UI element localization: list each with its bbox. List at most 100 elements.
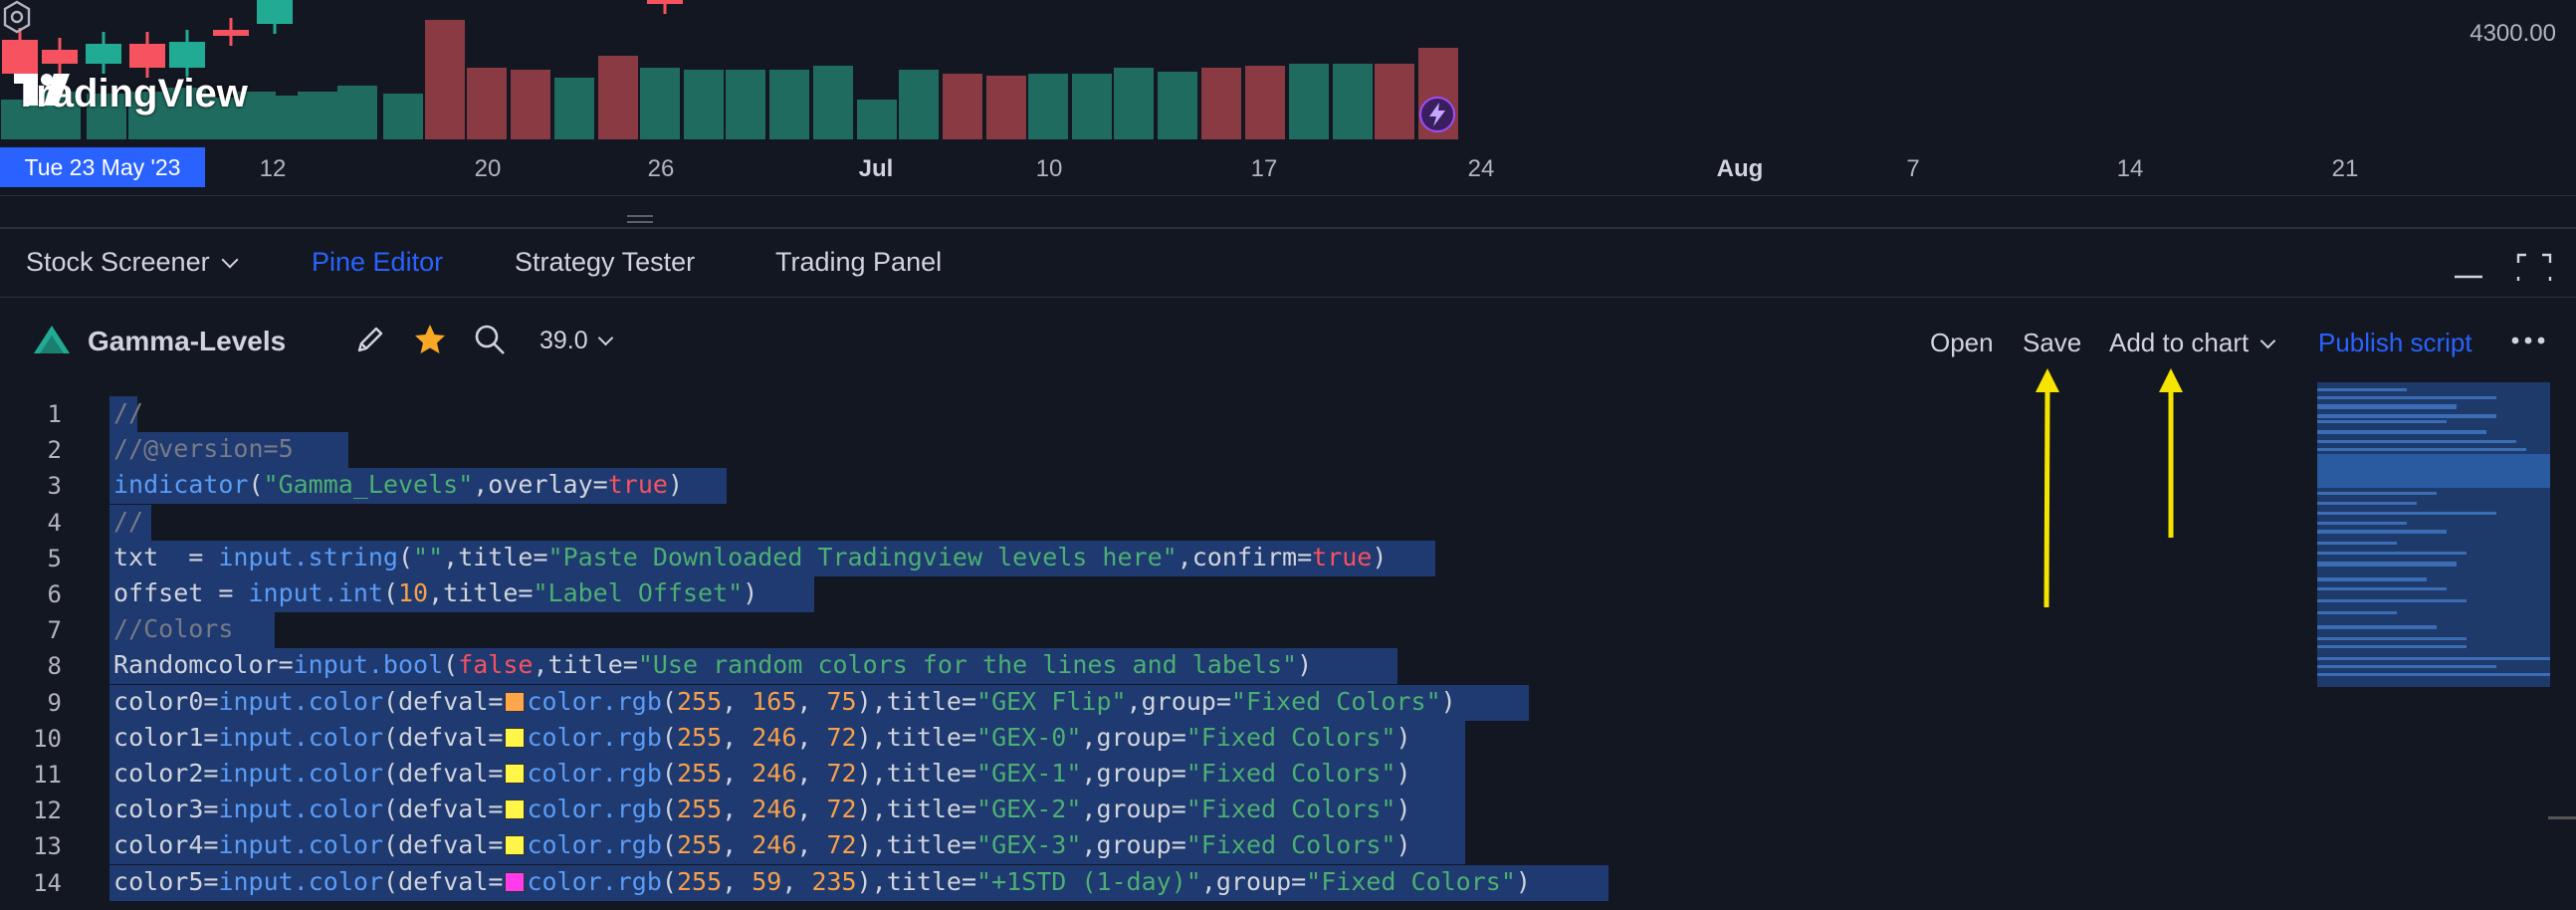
minimap-line [2317,388,2407,391]
open-button[interactable]: Open [1930,328,1994,357]
selection-highlight [109,396,137,432]
script-name[interactable]: Gamma-Levels [88,326,287,356]
pine-editor-toolbar: Gamma-Levels 39.0 Open Save Add to chart… [0,297,2576,384]
time-tick-label: 26 [647,155,675,182]
code-line[interactable]: Randomcolor=input.bool(false,title="Use … [113,650,1313,680]
candles-volume-canvas[interactable] [0,0,2576,149]
selection-highlight [109,540,1435,576]
volume-bar [511,70,550,139]
line-number: 12 [33,796,62,825]
search-icon[interactable] [472,322,508,357]
more-options-icon[interactable] [2510,336,2546,345]
save-button[interactable]: Save [2023,328,2082,357]
star-icon[interactable] [412,322,448,357]
time-tick-label: 24 [1467,155,1495,182]
volume-bar [1375,64,1414,139]
time-tick-label: 21 [2331,155,2359,182]
volume-bar [1289,64,1329,139]
minimap[interactable] [2317,382,2550,687]
tab-strategy-tester[interactable]: Strategy Tester [515,247,695,278]
selection-highlight [109,684,1529,721]
tab-label: Strategy Tester [515,247,696,277]
volume-bar [467,68,507,139]
code-line[interactable]: //Colors [113,614,234,644]
minimap-line [2317,611,2397,614]
resize-handle-icon[interactable] [625,209,655,223]
minimize-icon[interactable] [2449,251,2488,281]
color-swatch-icon[interactable] [505,691,526,712]
selection-highlight [109,648,1397,685]
time-tick-label: 14 [2116,155,2144,182]
version-dropdown[interactable]: 39.0 [539,327,613,355]
add-to-chart-button[interactable]: Add to chart [2109,328,2276,358]
volume-bar [640,68,680,139]
volume-bar [986,76,1026,139]
publish-script-button[interactable]: Publish script [2318,328,2472,357]
minimap-line [2317,657,2550,660]
code-line[interactable]: offset = input.int(10,title="Label Offse… [113,578,758,607]
code-line[interactable]: txt = input.string("",title="Paste Downl… [113,542,1388,571]
minimap-line [2317,599,2467,602]
line-number: 1 [47,400,62,428]
tab-pine-editor[interactable]: Pine Editor [312,247,443,278]
minimap-line [2317,552,2467,555]
color-swatch-icon[interactable] [505,764,526,784]
code-line[interactable]: color5=input.color(defval= color.rgb(255,… [113,866,1531,896]
color-swatch-icon[interactable] [505,799,526,820]
chevron-down-icon [597,330,613,346]
volume-bar [262,96,302,139]
chart-pane[interactable]: 4300.00 TradingView 12 20 26 Jul 10 17 24 Aug 7 1… [0,0,2576,199]
code-line[interactable]: // [113,506,144,536]
time-tick-label: 12 [259,155,287,182]
minimap-line [2317,625,2437,629]
maximize-icon[interactable] [2514,251,2554,281]
tab-stock-screener[interactable]: Stock Screener [26,247,239,278]
minimap-line [2317,396,2496,399]
code-line[interactable]: //@version=5 [113,434,294,464]
volume-bar [128,92,168,139]
selection-highlight [109,612,275,649]
line-number: 14 [33,868,62,897]
code-line[interactable]: // [113,398,144,427]
volume-bar [337,86,377,139]
bottom-panel-tabs: Stock Screener Pine Editor Strategy Test… [0,227,2576,299]
minimap-line [2317,420,2447,423]
minimap-line [2317,645,2467,648]
tab-trading-panel[interactable]: Trading Panel [775,247,942,278]
pencil-icon[interactable] [352,322,388,357]
code-line[interactable]: color4=input.color(defval= color.rgb(255,… [113,830,1411,860]
code-editor[interactable]: 1 2 3 4 5 6 7 8 9 10 11 12 13 14 ////@version=5 indica… [0,382,2576,910]
pane-separator [0,195,2576,196]
volume-bar [1028,74,1068,139]
minimap-line [2317,522,2407,525]
line-number: 10 [33,724,62,753]
minimap-line [2317,430,2486,434]
gear-icon[interactable] [0,0,34,34]
volume-bar [684,70,724,139]
time-axis[interactable]: 12 20 26 Jul 10 17 24 Aug 7 14 21 [0,149,2576,187]
minimap-line [2317,492,2437,495]
add-to-chart-label: Add to chart [2109,328,2250,357]
volume-bar [1,100,41,139]
code-line[interactable]: indicator("Gamma_Levels",overlay=true) [113,470,683,500]
pine-logo-icon [34,326,70,353]
minimap-line [2317,382,2357,388]
lightning-icon[interactable] [1417,95,1457,134]
scrollbar[interactable] [2548,816,2576,819]
code-line[interactable]: color0=input.color(defval= color.rgb(255,… [113,686,1456,716]
code-line[interactable]: color3=input.color(defval= color.rgb(255,… [113,795,1411,824]
color-swatch-icon[interactable] [505,835,526,856]
volume-bar [726,70,765,139]
line-number: 4 [47,508,62,537]
minimap-line [2317,665,2496,668]
selection-highlight [109,432,348,469]
code-line[interactable]: color2=input.color(defval= color.rgb(255,… [113,759,1411,788]
price-axis-label: 4300.00 [2469,20,2556,47]
color-swatch-icon[interactable] [505,727,526,748]
minimap-line [2317,562,2457,567]
tradingview-logo-icon [14,74,70,106]
code-line[interactable]: color1=input.color(defval= color.rgb(255,… [113,722,1411,752]
volume-bar [1201,68,1241,139]
color-swatch-icon[interactable] [505,871,526,892]
time-tick-label: 10 [1035,155,1063,182]
